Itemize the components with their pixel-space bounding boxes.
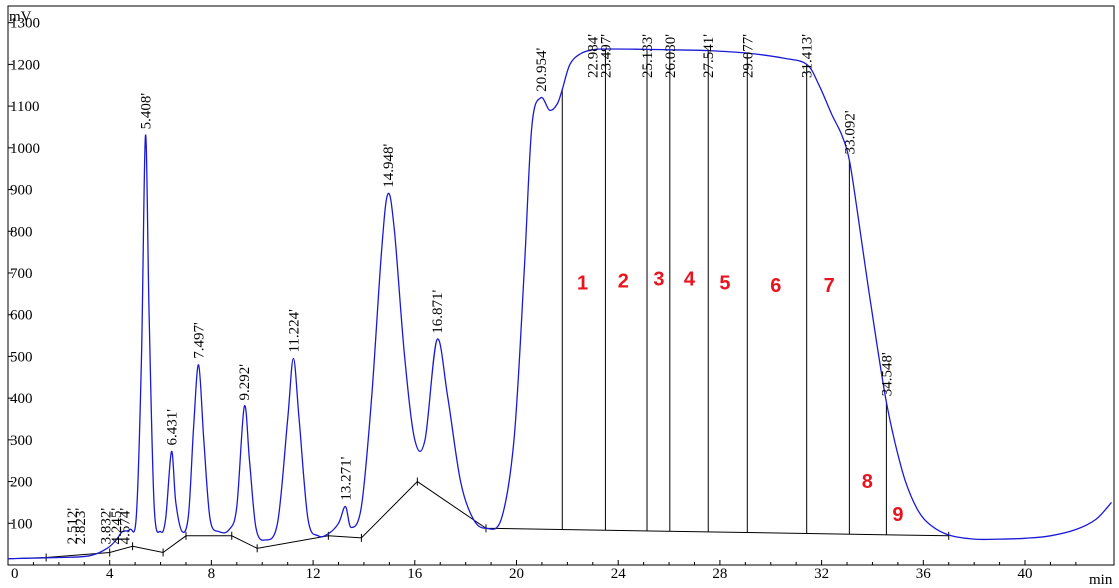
peak-retention-labels: 2.512'2.823' 3.832'4.245'4.574' 5.408' 6.43… (65, 34, 896, 545)
y-tick-label: 700 (10, 266, 33, 282)
plot-frame (7, 5, 1115, 566)
peak-label: 7.497' (192, 322, 208, 359)
y-tick-label: 100 (10, 516, 33, 532)
y-tick-label: 500 (10, 349, 33, 365)
y-tick-label: 300 (10, 433, 33, 449)
x-axis: 0 4 8 12 16 20 24 28 32 36 40 (7, 560, 1077, 582)
y-tick-label: 1300 (10, 16, 40, 32)
plot-border (7, 5, 1115, 566)
fraction-label: 8 (862, 471, 873, 493)
peak-label: 13.271' (338, 456, 354, 500)
fraction-cut-lines (561, 48, 887, 535)
peak-label: 27.541' (701, 34, 717, 78)
x-tick-label: 12 (306, 566, 321, 582)
peak-label: 4.574' (117, 508, 133, 545)
x-tick-label: 16 (407, 566, 423, 582)
fraction-label: 7 (824, 275, 835, 297)
peak-label: 26.030' (663, 34, 679, 78)
fraction-label: 6 (770, 275, 781, 297)
x-tick-label: 20 (509, 566, 524, 582)
x-tick-label: 4 (106, 566, 114, 582)
x-tick-label: 8 (208, 566, 216, 582)
y-tick-label: 600 (10, 308, 33, 324)
y-tick-label: 200 (10, 475, 33, 491)
peak-label: 6.431' (165, 409, 181, 446)
peak-label: 2.823' (73, 508, 89, 545)
x-tick-label: 24 (611, 566, 627, 582)
y-axis-unit-label: mV (9, 9, 32, 25)
fraction-label: 3 (653, 269, 664, 291)
peak-label: 16.871' (430, 289, 446, 333)
y-tick-label: 1000 (10, 141, 40, 157)
peak-label: 14.948' (381, 143, 397, 187)
fraction-label: 1 (577, 273, 588, 295)
fraction-label: 5 (719, 273, 730, 295)
peak-label: 3.832' (98, 508, 114, 545)
baseline-line (7, 480, 949, 560)
peak-label: 29.077' (740, 34, 756, 78)
peak-label: 25.133' (640, 34, 656, 78)
x-axis-unit-label: min (1089, 572, 1113, 588)
peak-label: 23.497' (598, 34, 614, 78)
x-tick-label: 0 (11, 566, 19, 582)
peak-label: 5.408' (138, 93, 154, 130)
x-tick-label: 36 (916, 566, 932, 582)
x-tick-label: 32 (814, 566, 829, 582)
peak-label: 22.984' (585, 34, 601, 78)
fraction-label: 9 (892, 504, 903, 526)
fraction-label: 4 (684, 269, 696, 291)
baseline-segments (7, 477, 950, 562)
peak-label: 9.292' (237, 364, 253, 401)
x-tick-label: 28 (712, 566, 727, 582)
chromatogram-trace (7, 48, 1112, 560)
fraction-number-labels: 1 2 3 4 5 6 7 89 (577, 269, 903, 527)
peak-label: 20.954' (534, 48, 550, 92)
peak-label: 31.413' (800, 34, 816, 78)
y-tick-label: 1200 (10, 57, 40, 73)
peak-label: 2.512' (65, 508, 81, 545)
series-line (7, 48, 1112, 560)
x-tick-label: 40 (1018, 566, 1033, 582)
y-tick-label: 800 (10, 224, 33, 240)
y-tick-label: 1100 (10, 99, 39, 115)
peak-label: 33.092' (842, 110, 858, 154)
peak-label: 4.245' (109, 508, 125, 545)
y-tick-label: 900 (10, 183, 33, 199)
peak-label: 11.224' (286, 309, 302, 353)
y-tick-label: 400 (10, 391, 33, 407)
y-axis: 100 200 300 400 500 600 700 800 900 1000 1100 1200 1… (8, 16, 40, 532)
peak-label: 34.548' (879, 352, 895, 396)
fraction-label: 2 (618, 271, 629, 293)
